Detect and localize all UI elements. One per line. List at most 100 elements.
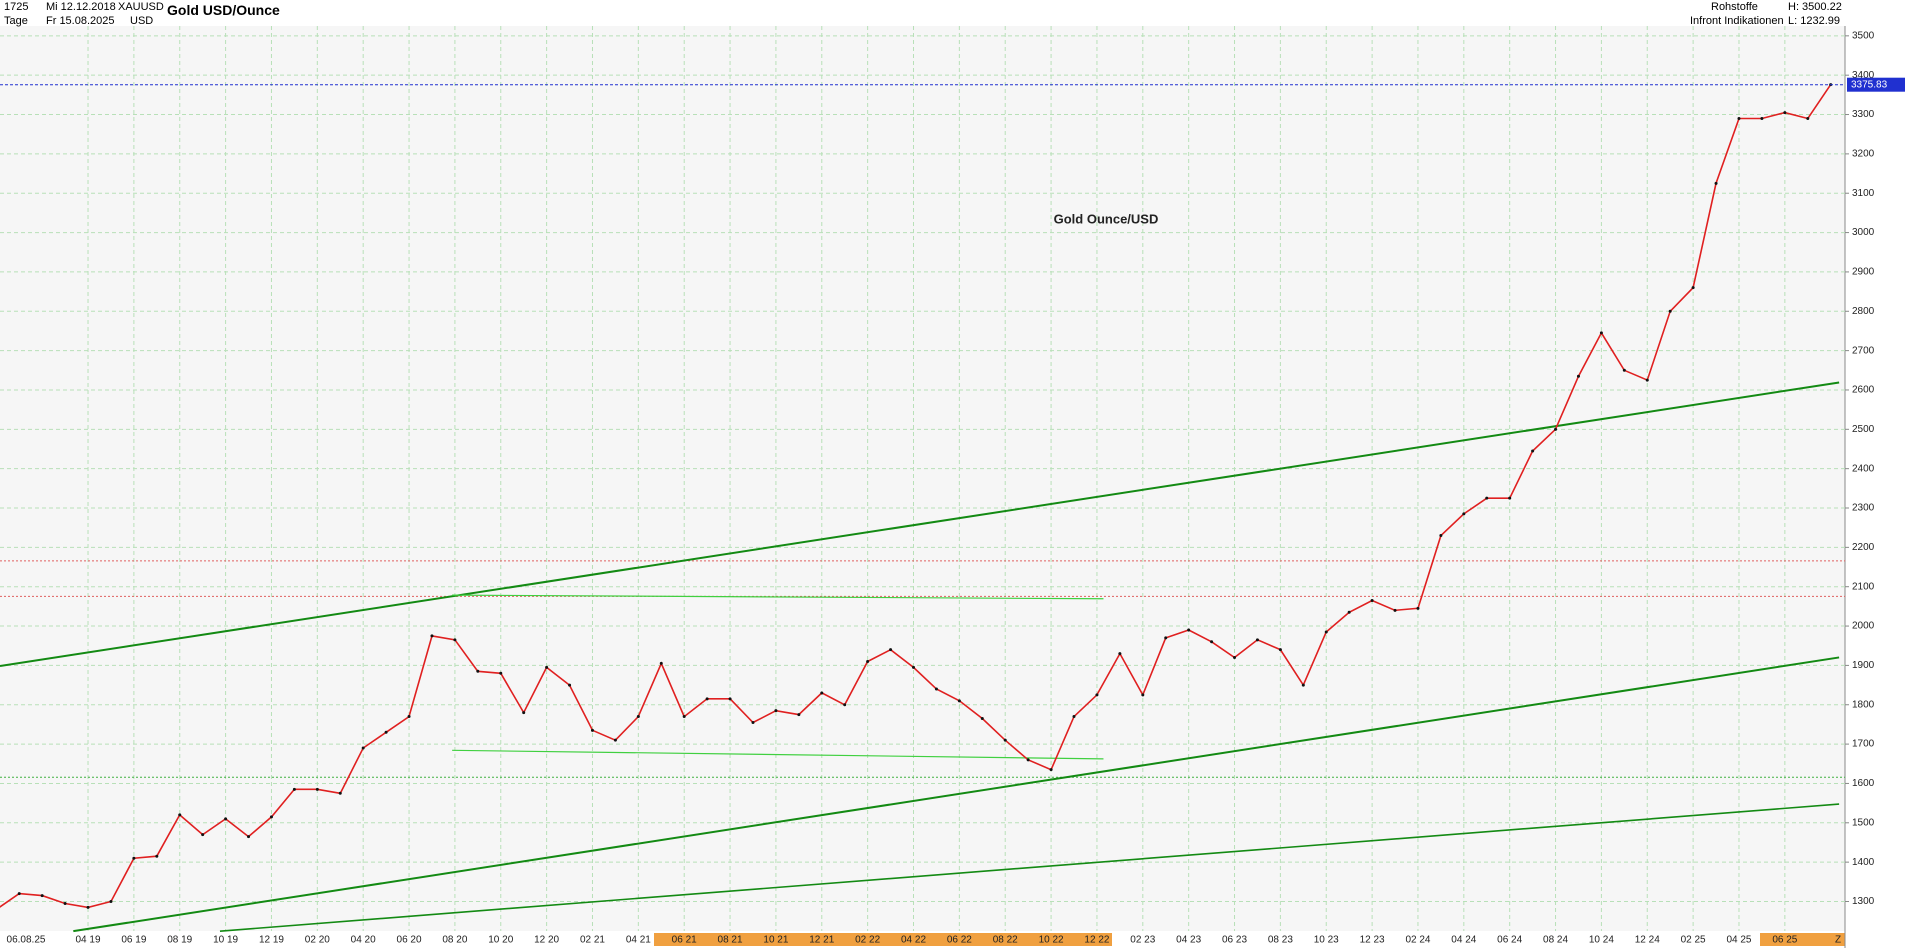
price-point: [590, 728, 594, 732]
price-point: [1462, 512, 1466, 516]
price-point: [178, 813, 182, 817]
price-point: [1714, 181, 1718, 185]
range-line: [452, 750, 1103, 759]
price-point: [384, 730, 388, 734]
x-tick-label: 12 21: [809, 935, 834, 946]
x-tick-label: 04 22: [901, 935, 926, 946]
x-tick-label: 06 24: [1497, 935, 1522, 946]
x-tick-label: 02 25: [1681, 935, 1706, 946]
price-point: [980, 717, 984, 721]
price-point: [453, 638, 457, 642]
y-tick-label: 2900: [1852, 267, 1875, 278]
price-point: [636, 715, 640, 719]
price-point: [1416, 606, 1420, 610]
price-point: [1072, 715, 1076, 719]
price-point: [1783, 111, 1787, 115]
price-point: [1485, 496, 1489, 500]
y-tick-label: 2300: [1852, 503, 1875, 514]
x-tick-label: 08 24: [1543, 935, 1568, 946]
price-point: [269, 815, 273, 819]
price-point: [499, 671, 503, 675]
price-point: [1554, 427, 1558, 431]
x-tick-label: 02 21: [580, 935, 605, 946]
x-tick-label: 02 22: [855, 935, 880, 946]
symbol: XAUUSD: [118, 1, 164, 13]
y-tick-label: 3500: [1852, 30, 1875, 41]
price-point: [292, 787, 296, 791]
x-tick-label: 12 19: [259, 935, 284, 946]
price-point: [1210, 640, 1214, 644]
price-point: [1164, 636, 1168, 640]
price-point: [1095, 693, 1099, 697]
price-point: [1645, 378, 1649, 382]
x-tick-label: 10 22: [1039, 935, 1064, 946]
x-tick-label: 06 25: [1772, 935, 1797, 946]
price-point: [247, 835, 251, 839]
price-point: [1576, 374, 1580, 378]
y-tick-label: 1300: [1852, 896, 1875, 907]
price-point: [224, 817, 228, 821]
price-point: [1347, 610, 1351, 614]
price-point: [751, 720, 755, 724]
x-tick-label: 08 21: [718, 935, 743, 946]
price-point: [407, 715, 411, 719]
start-date: Mi 12.12.2018: [46, 1, 116, 13]
x-tick-label: 06 19: [121, 935, 146, 946]
price-point: [63, 901, 67, 905]
price-point: [430, 634, 434, 638]
price-point: [1118, 652, 1122, 656]
price-point: [568, 683, 572, 687]
x-tick-label: 10 20: [488, 935, 513, 946]
price-point: [728, 697, 732, 701]
x-tick-label: 10 24: [1589, 935, 1614, 946]
price-point: [476, 669, 480, 673]
x-tick-label: 06 23: [1222, 935, 1247, 946]
x-tick-label: 04 23: [1176, 935, 1201, 946]
x-tick-label: 12 23: [1360, 935, 1385, 946]
price-point: [1508, 496, 1512, 500]
x-tick-label: 10 21: [763, 935, 788, 946]
x-tick-label: 06 20: [397, 935, 422, 946]
price-point: [1737, 116, 1741, 120]
y-tick-label: 2400: [1852, 463, 1875, 474]
x-tick-label: 04 21: [626, 935, 651, 946]
x-tick-label: 12 22: [1084, 935, 1109, 946]
price-point: [866, 659, 870, 663]
x-tick-label: 06 21: [672, 935, 697, 946]
y-tick-label: 2100: [1852, 581, 1875, 592]
price-point: [1691, 286, 1695, 290]
y-tick-label: 2800: [1852, 306, 1875, 317]
category: Rohstoffe: [1711, 1, 1758, 13]
x-tick-label: 08 19: [167, 935, 192, 946]
price-point: [1439, 534, 1443, 538]
trend-lines: [0, 382, 1845, 931]
x-tick-label: 12 20: [534, 935, 559, 946]
x-tick-label: 04 19: [76, 935, 101, 946]
x-tick-label: 04 25: [1726, 935, 1751, 946]
x-tick-label: 12 24: [1635, 935, 1660, 946]
price-point: [315, 787, 319, 791]
price-point: [843, 703, 847, 707]
price-point: [1622, 368, 1626, 372]
price-point: [1301, 683, 1305, 687]
x-tick-label: 08 22: [993, 935, 1018, 946]
y-tick-label: 1900: [1852, 660, 1875, 671]
y-tick-label: 1700: [1852, 739, 1875, 750]
y-tick-label: 1800: [1852, 699, 1875, 710]
x-tick-label: 02 23: [1130, 935, 1155, 946]
price-point: [797, 713, 801, 717]
y-tick-label: 3000: [1852, 227, 1875, 238]
price-point: [155, 854, 159, 858]
y-tick-label: 2600: [1852, 385, 1875, 396]
price-point: [957, 699, 961, 703]
price-point: [1531, 449, 1535, 453]
price-point: [659, 661, 663, 665]
title: Gold USD/Ounce: [167, 2, 280, 18]
price-point: [338, 791, 342, 795]
y-tick-label: 2700: [1852, 345, 1875, 356]
y-tick-label: 3300: [1852, 109, 1875, 120]
price-point: [820, 691, 824, 695]
price-point: [1026, 758, 1030, 762]
x-tick-label: 06 22: [947, 935, 972, 946]
